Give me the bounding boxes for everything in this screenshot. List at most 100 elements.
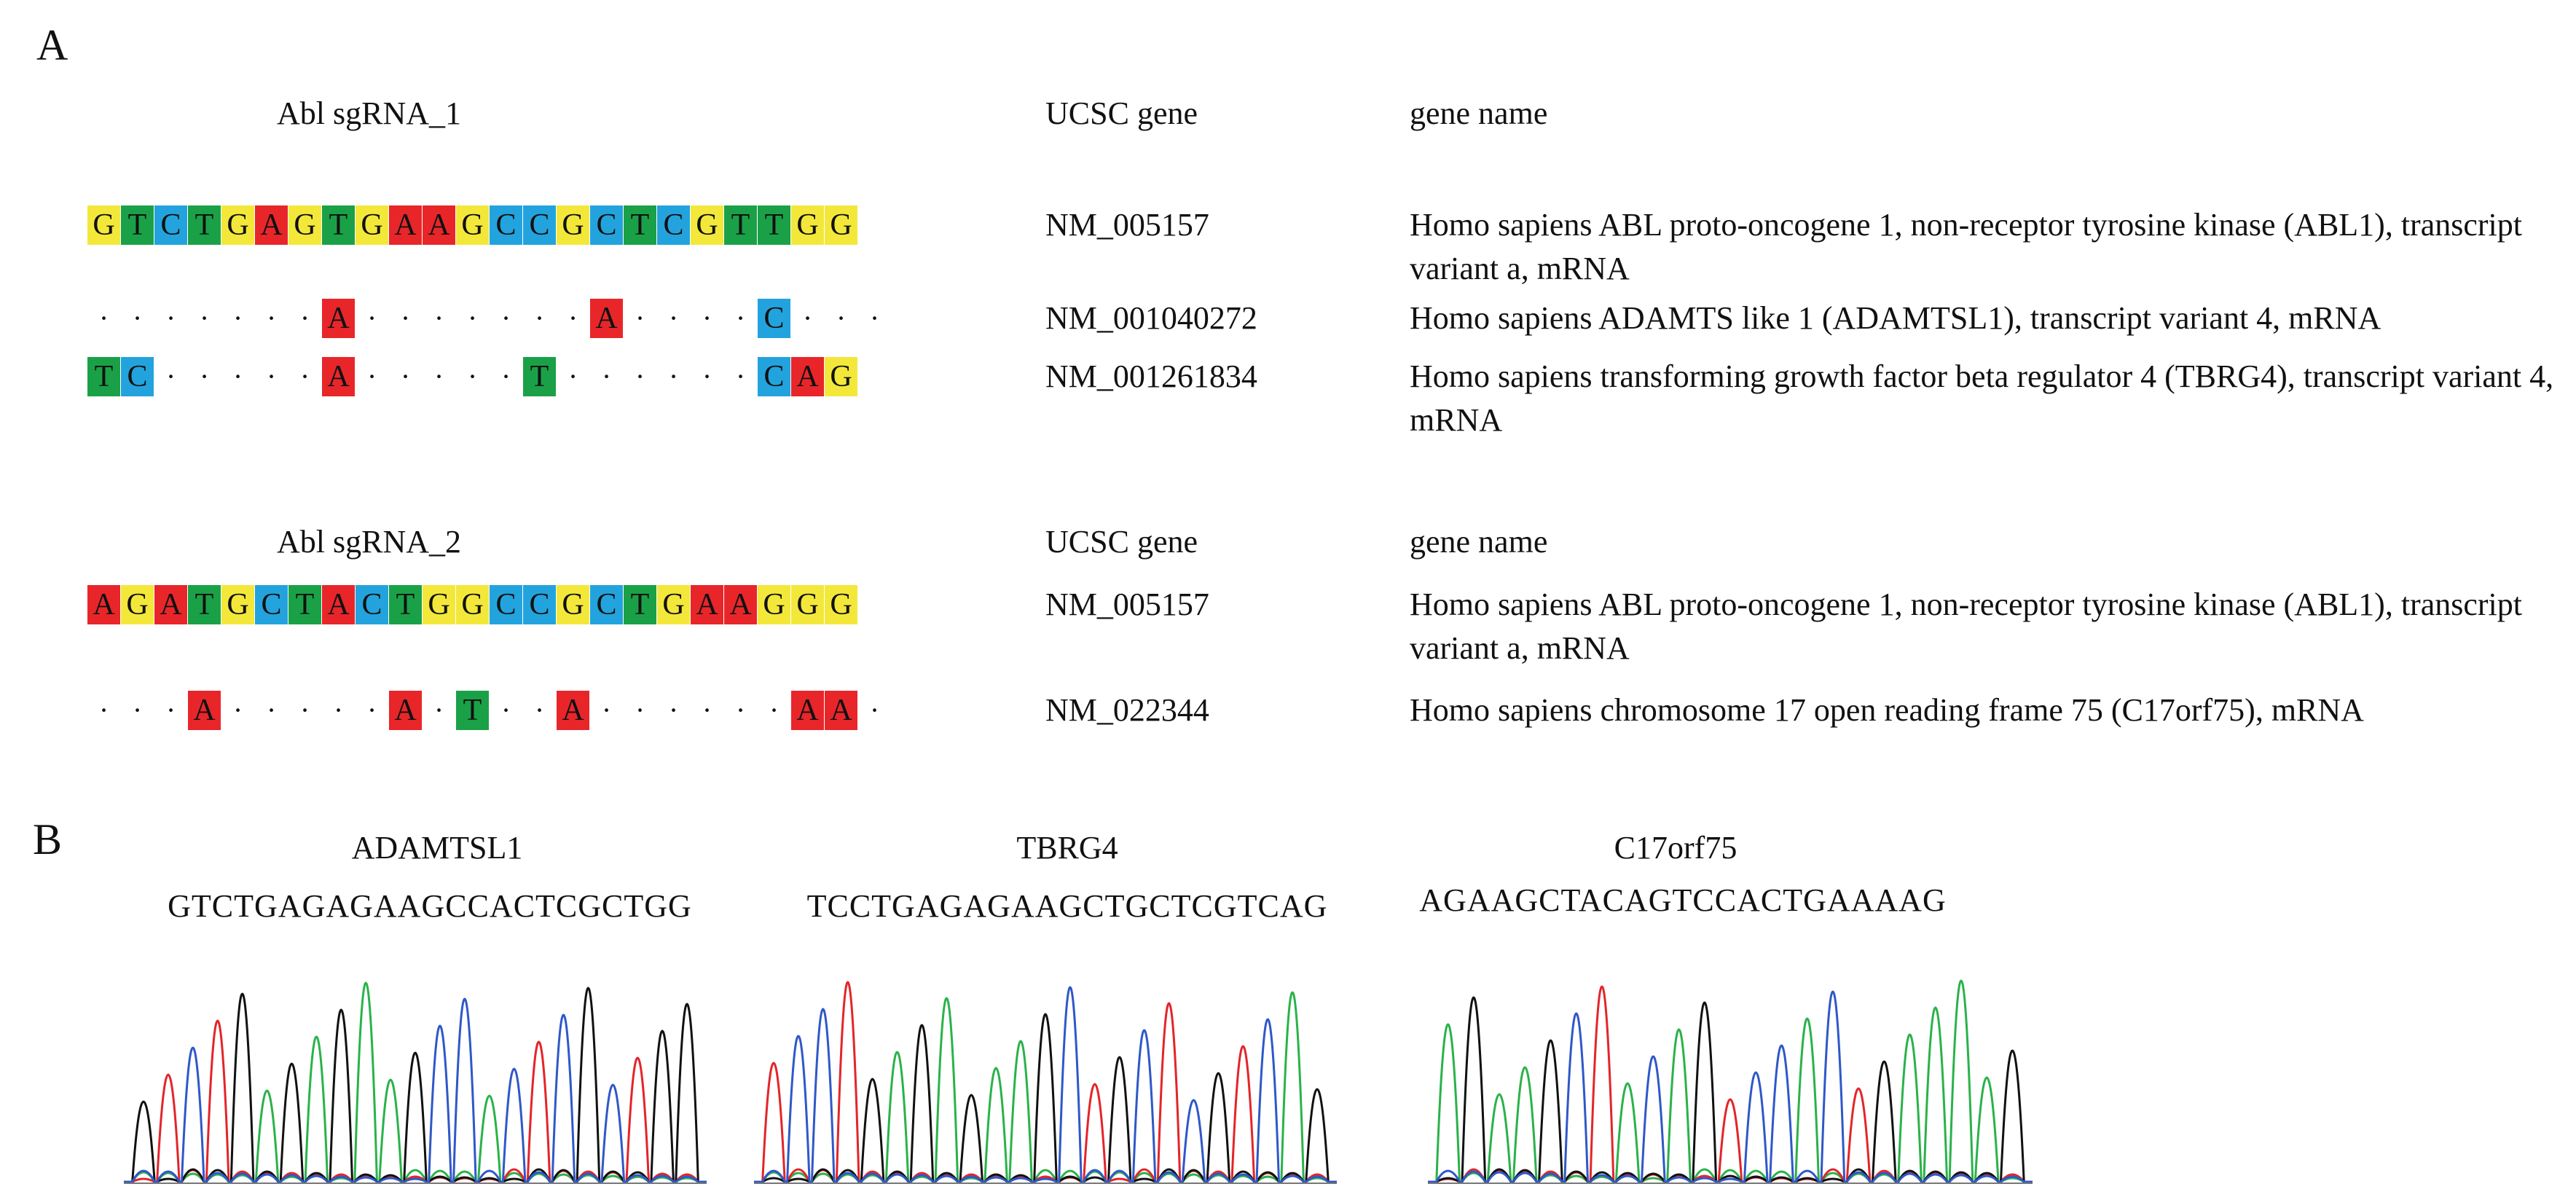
match-dot: · [635, 360, 645, 393]
match-dot: · [165, 360, 176, 393]
match-dot: · [601, 360, 612, 393]
base-G: G [825, 357, 857, 396]
base-G: G [825, 585, 857, 624]
match-dot: · [668, 302, 679, 334]
base-A: A [322, 299, 355, 338]
match-dot: · [433, 302, 444, 334]
base-T: T [121, 205, 154, 245]
base-A: A [188, 691, 221, 730]
trace-title-tbrg4: TBRG4 [1016, 830, 1118, 866]
match-dot: · [601, 694, 612, 726]
base-G: G [288, 205, 321, 245]
base-A: A [87, 585, 120, 624]
trace-line-G [1428, 996, 2033, 1183]
trace-line-T [1428, 985, 2033, 1183]
base-C: C [758, 357, 790, 396]
group2-name-header: gene name [1410, 524, 1548, 560]
trace-line-G [124, 987, 707, 1183]
base-G: G [456, 585, 489, 624]
base-C: C [590, 585, 623, 624]
match-dot: · [735, 694, 746, 726]
base-A: A [255, 205, 288, 245]
match-dot: · [702, 360, 712, 393]
base-G: G [557, 205, 589, 245]
base-T: T [188, 205, 221, 245]
base-A: A [154, 585, 187, 624]
base-G: G [691, 205, 723, 245]
match-dot: · [132, 694, 143, 726]
base-C: C [523, 585, 556, 624]
trace-line-G [754, 1013, 1337, 1183]
trace-title-adamtsl1: ADAMTSL1 [351, 830, 523, 866]
base-G: G [825, 205, 857, 245]
trace-sequence-c17orf75: AGAAGCTACAGTCCACTGAAAAG [1419, 882, 1947, 918]
base-A: A [389, 691, 422, 730]
chromatogram-tbrg4 [754, 981, 1337, 1184]
match-dot: · [668, 360, 679, 393]
match-dot: · [869, 302, 880, 334]
trace-line-C [1428, 990, 2033, 1183]
match-dot: · [836, 302, 847, 334]
match-dot: · [702, 302, 712, 334]
base-T: T [188, 585, 221, 624]
match-dot: · [735, 360, 746, 393]
base-A: A [724, 585, 757, 624]
match-dot: · [467, 360, 478, 393]
match-dot: · [199, 360, 210, 393]
base-C: C [490, 205, 522, 245]
base-A: A [322, 585, 355, 624]
base-C: C [523, 205, 556, 245]
group1-title: Abl sgRNA_1 [277, 95, 462, 131]
gene-description: Homo sapiens ABL proto-oncogene 1, non-r… [1410, 207, 2522, 286]
base-G: G [758, 585, 790, 624]
match-dot: · [299, 360, 310, 393]
base-T: T [624, 205, 656, 245]
match-dot: · [534, 302, 545, 334]
match-dot: · [433, 694, 444, 726]
base-T: T [288, 585, 321, 624]
group1-gene-header: UCSC gene [1045, 95, 1198, 131]
match-dot: · [366, 694, 377, 726]
base-T: T [389, 585, 422, 624]
base-C: C [121, 357, 154, 396]
base-G: G [87, 205, 120, 245]
trace-sequence-adamtsl1: GTCTGAGAGAAGCCACTCGCTGG [168, 888, 692, 924]
match-dot: · [299, 302, 310, 334]
trace-line-C [124, 997, 707, 1183]
gene-description: Homo sapiens ABL proto-oncogene 1, non-r… [1410, 587, 2522, 666]
match-dot: · [266, 302, 277, 334]
trace-line-A [1428, 979, 2033, 1183]
base-A: A [423, 205, 455, 245]
base-A: A [791, 357, 824, 396]
base-G: G [791, 585, 824, 624]
base-C: C [356, 585, 388, 624]
base-A: A [825, 691, 857, 730]
chromatogram-c17orf75 [1428, 979, 2033, 1184]
match-dot: · [769, 694, 780, 726]
match-dot: · [165, 694, 176, 726]
match-dot: · [735, 302, 746, 334]
chromatogram-adamtsl1 [124, 981, 707, 1184]
gene-id: NM_001261834 [1045, 358, 1257, 394]
match-dot: · [568, 302, 578, 334]
gene-id: NM_005157 [1045, 587, 1209, 622]
gene-description: Homo sapiens ADAMTS like 1 (ADAMTSL1), t… [1410, 300, 2381, 336]
group2-gene-header: UCSC gene [1045, 524, 1198, 560]
match-dot: · [266, 360, 277, 393]
base-A: A [691, 585, 723, 624]
trace-line-C [754, 986, 1337, 1183]
match-dot: · [500, 360, 511, 393]
gene-id: NM_001040272 [1045, 300, 1257, 336]
match-dot: · [333, 694, 344, 726]
match-dot: · [869, 694, 880, 726]
match-dot: · [400, 360, 411, 393]
base-T: T [456, 691, 489, 730]
match-dot: · [568, 360, 578, 393]
match-dot: · [232, 302, 243, 334]
match-dot: · [299, 694, 310, 726]
gene-id: NM_005157 [1045, 207, 1209, 243]
gene-id: NM_022344 [1045, 692, 1209, 728]
match-dot: · [500, 694, 511, 726]
match-dot: · [400, 302, 411, 334]
base-A: A [791, 691, 824, 730]
